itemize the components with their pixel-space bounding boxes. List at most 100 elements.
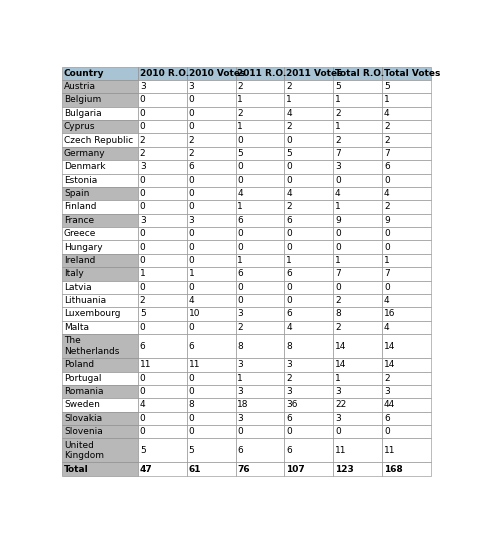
Bar [187, 438, 236, 462]
Bar [382, 133, 431, 147]
Bar [187, 294, 236, 307]
Text: 4: 4 [286, 323, 292, 332]
Text: 0: 0 [140, 189, 146, 198]
Bar [236, 173, 284, 187]
Bar [138, 187, 187, 200]
Bar [284, 67, 333, 80]
Text: 3: 3 [384, 387, 389, 396]
Text: 1: 1 [238, 122, 243, 131]
Text: 4: 4 [238, 189, 243, 198]
Text: 2: 2 [140, 135, 146, 144]
Text: 0: 0 [384, 427, 389, 436]
Bar [62, 133, 138, 147]
Bar [382, 227, 431, 241]
Text: 0: 0 [140, 109, 146, 118]
Bar [382, 462, 431, 476]
Bar [62, 200, 138, 214]
Text: 0: 0 [286, 135, 292, 144]
Text: 47: 47 [140, 465, 152, 474]
Text: 3: 3 [238, 387, 243, 396]
Bar [138, 307, 187, 321]
Bar [236, 267, 284, 280]
Bar [62, 425, 138, 438]
Bar [333, 214, 382, 227]
Text: 0: 0 [140, 256, 146, 265]
Text: 1: 1 [384, 256, 389, 265]
Bar [62, 214, 138, 227]
Bar [333, 254, 382, 267]
Text: 7: 7 [384, 270, 389, 278]
Text: 2: 2 [286, 202, 292, 212]
Text: 0: 0 [140, 323, 146, 332]
Bar [284, 147, 333, 160]
Text: 5: 5 [286, 149, 292, 158]
Text: 14: 14 [384, 360, 395, 369]
Text: 6: 6 [286, 270, 292, 278]
Bar [62, 147, 138, 160]
Text: 1: 1 [238, 202, 243, 212]
Bar [236, 280, 284, 294]
Text: 6: 6 [286, 309, 292, 318]
Text: 6: 6 [238, 216, 243, 225]
Text: 0: 0 [335, 176, 341, 185]
Bar [284, 133, 333, 147]
Text: 18: 18 [238, 401, 249, 409]
Text: 0: 0 [238, 176, 243, 185]
Bar [236, 200, 284, 214]
Text: 1: 1 [384, 96, 389, 105]
Bar [333, 294, 382, 307]
Text: 0: 0 [140, 374, 146, 383]
Bar [187, 214, 236, 227]
Bar [284, 227, 333, 241]
Text: 2011 R.O.: 2011 R.O. [238, 69, 287, 78]
Bar [382, 147, 431, 160]
Bar [236, 294, 284, 307]
Bar [138, 267, 187, 280]
Bar [62, 438, 138, 462]
Bar [284, 294, 333, 307]
Bar [284, 307, 333, 321]
Bar [62, 241, 138, 254]
Bar [236, 147, 284, 160]
Text: 2: 2 [335, 135, 341, 144]
Bar [138, 372, 187, 385]
Text: 2: 2 [384, 374, 389, 383]
Bar [382, 321, 431, 334]
Bar [236, 398, 284, 412]
Text: 0: 0 [238, 229, 243, 238]
Bar [62, 67, 138, 80]
Bar [138, 412, 187, 425]
Bar [382, 200, 431, 214]
Bar [284, 334, 333, 358]
Text: 4: 4 [286, 189, 292, 198]
Text: 4: 4 [384, 296, 389, 305]
Bar [382, 67, 431, 80]
Text: 107: 107 [286, 465, 305, 474]
Bar [333, 372, 382, 385]
Bar [333, 267, 382, 280]
Text: Total: Total [64, 465, 89, 474]
Bar [138, 107, 187, 120]
Text: 0: 0 [188, 243, 194, 252]
Text: 0: 0 [140, 243, 146, 252]
Bar [138, 120, 187, 133]
Text: 5: 5 [140, 309, 146, 318]
Bar [284, 214, 333, 227]
Text: 14: 14 [335, 360, 347, 369]
Text: 0: 0 [384, 229, 389, 238]
Text: 2: 2 [335, 296, 341, 305]
Text: 0: 0 [286, 229, 292, 238]
Text: Italy: Italy [64, 270, 84, 278]
Bar [382, 398, 431, 412]
Bar [62, 187, 138, 200]
Bar [187, 334, 236, 358]
Bar [382, 372, 431, 385]
Text: Romania: Romania [64, 387, 104, 396]
Bar [138, 147, 187, 160]
Text: 1: 1 [335, 374, 341, 383]
Text: 0: 0 [140, 414, 146, 423]
Bar [187, 187, 236, 200]
Bar [236, 133, 284, 147]
Text: 0: 0 [286, 162, 292, 171]
Bar [236, 321, 284, 334]
